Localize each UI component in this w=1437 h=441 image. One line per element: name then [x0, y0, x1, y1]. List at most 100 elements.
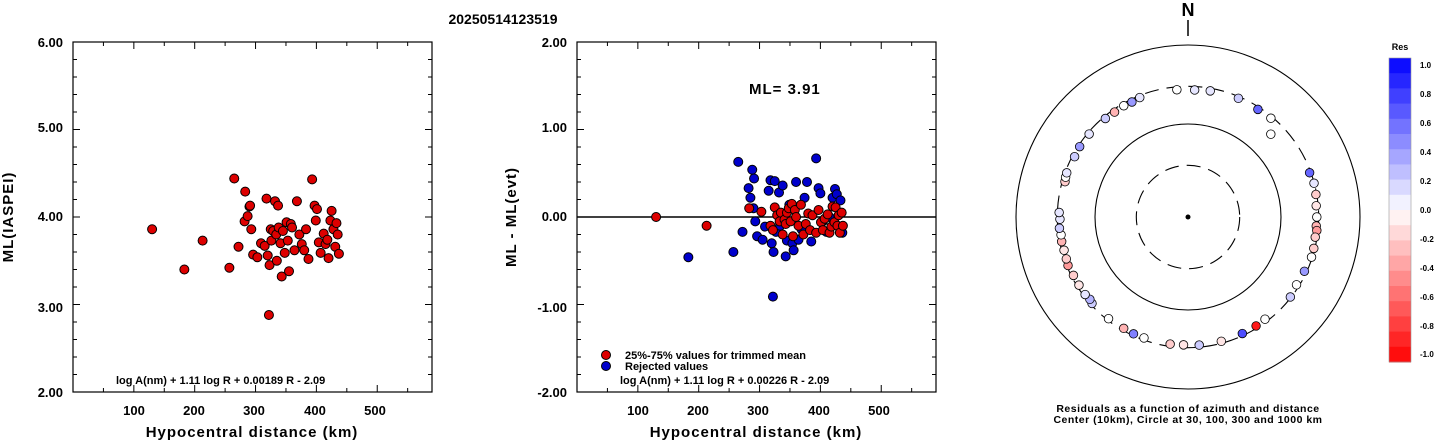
colorbar-title: Res: [1392, 42, 1409, 52]
rejected-point: [749, 173, 760, 184]
middle-ytick-label: -2.00: [537, 385, 567, 400]
distance-ring: [1094, 123, 1282, 311]
left-xtick-label: 300: [243, 403, 265, 418]
rejected-point: [747, 164, 758, 175]
station-marker: [1127, 97, 1137, 107]
trimmed-point: [822, 209, 833, 220]
middle-points: [651, 153, 848, 302]
colorbar-label: -0.8: [1420, 322, 1434, 331]
colorbar-cell: [1389, 194, 1411, 211]
colorbar-cell: [1389, 316, 1411, 333]
station-marker: [1165, 339, 1175, 349]
left-xtick-label: 500: [364, 403, 386, 418]
rejected-point: [806, 236, 817, 247]
station-marker: [1069, 151, 1080, 162]
figure-title: 20250514123519: [448, 11, 557, 27]
north-label: N: [1182, 0, 1195, 20]
rejected-point: [788, 245, 799, 256]
middle-xtick-label: 300: [747, 403, 769, 418]
station-marker: [1310, 232, 1320, 242]
left-ticks: [73, 41, 432, 393]
trimmed-point: [767, 225, 778, 236]
data-point: [279, 247, 290, 258]
colorbar-cell: [1389, 225, 1411, 241]
data-point: [287, 222, 298, 233]
data-point: [273, 200, 284, 211]
data-point: [229, 173, 240, 184]
station-marker: [1054, 207, 1064, 218]
left-ytick-label: 4.00: [38, 209, 63, 224]
legend-label-rejected: Rejected values: [625, 361, 708, 373]
legend-marker-trimmed: [601, 350, 611, 360]
distance-rings: [1015, 44, 1361, 390]
data-point: [310, 215, 321, 226]
station-marker: [1189, 85, 1200, 95]
station-marker: [1119, 101, 1129, 111]
polar-caption-line1: Residuals as a function of azimuth and d…: [1056, 403, 1319, 415]
station-marker: [1074, 141, 1085, 152]
trimmed-point: [813, 205, 824, 215]
trimmed-point: [788, 231, 799, 242]
middle-x-axis-label: Hypocentral distance (km): [650, 424, 863, 441]
colorbar-label: -0.4: [1420, 264, 1434, 273]
ml-annotation: ML= 3.91: [749, 81, 821, 98]
colorbar-label: 0.2: [1420, 177, 1432, 186]
station-marker: [1216, 336, 1227, 347]
data-point: [197, 235, 208, 246]
trimmed-point: [651, 212, 662, 222]
station-marker: [1080, 289, 1090, 300]
data-point: [282, 235, 293, 246]
middle-formula: log A(nm) + 1.11 log R + 0.00226 R - 2.0…: [620, 375, 829, 387]
data-point: [271, 255, 282, 266]
station-marker: [1260, 314, 1270, 324]
station-marker: [1299, 266, 1310, 276]
station-marker: [1128, 329, 1139, 339]
data-point: [252, 252, 263, 263]
left-ytick-label: 3.00: [38, 300, 63, 315]
station-marker: [1119, 323, 1129, 334]
colorbar-cell: [1389, 331, 1411, 348]
station-marker: [1312, 212, 1322, 222]
epicenter-dot: [1185, 214, 1191, 220]
colorbar-label: 0.8: [1420, 90, 1432, 99]
data-point: [294, 229, 305, 240]
middle-ytick-label: 0.00: [542, 209, 567, 224]
trimmed-point: [777, 229, 788, 240]
data-point: [303, 254, 314, 264]
data-point: [323, 253, 334, 264]
middle-xtick-label: 500: [868, 403, 890, 418]
ml-residual-chart: 2.00 1.00 0.00 -1.00 -2.00 100 200 300 4…: [503, 35, 937, 441]
station-marker: [1109, 107, 1120, 117]
trimmed-point: [836, 207, 847, 218]
data-point: [332, 229, 343, 240]
data-point: [262, 250, 273, 261]
distance-ring: [1015, 44, 1361, 390]
colorbar-cell: [1389, 179, 1411, 196]
data-point: [333, 248, 344, 259]
colorbar-label: -0.6: [1420, 293, 1434, 302]
left-points: [147, 173, 344, 320]
colorbar-cell: [1389, 270, 1411, 287]
rejected-point: [763, 185, 774, 196]
station-marker: [1251, 321, 1261, 331]
colorbar-cell: [1389, 301, 1411, 317]
colorbar-frame: [1388, 57, 1412, 363]
rejected-point: [745, 192, 756, 203]
polar-caption-line2: Center (10km), Circle at 30, 100, 300 an…: [1053, 414, 1322, 426]
station-marker: [1285, 292, 1296, 302]
station-marker: [1311, 201, 1321, 211]
rejected-point: [835, 195, 846, 206]
station-marker: [1135, 92, 1145, 103]
middle-xtick-label: 200: [687, 403, 709, 418]
rejected-point: [780, 251, 791, 262]
trimmed-point: [795, 199, 806, 210]
data-point: [322, 234, 333, 245]
station-marker: [1103, 313, 1114, 324]
data-point: [284, 266, 295, 277]
rejected-point: [733, 156, 744, 167]
legend-label-trimmed: 25%-75% values for trimmed mean: [625, 350, 806, 362]
station-marker: [1309, 178, 1319, 188]
station-marker: [1309, 243, 1319, 254]
colorbar-cell: [1389, 118, 1411, 135]
colorbar-cell: [1389, 73, 1411, 89]
